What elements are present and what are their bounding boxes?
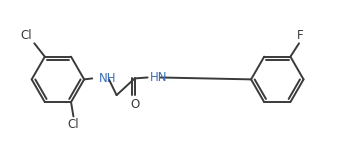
Text: F: F (296, 29, 303, 42)
Text: O: O (130, 98, 139, 111)
Text: Cl: Cl (21, 29, 32, 42)
Text: Cl: Cl (68, 118, 79, 131)
Text: NH: NH (99, 72, 116, 85)
Text: HN: HN (150, 71, 168, 84)
